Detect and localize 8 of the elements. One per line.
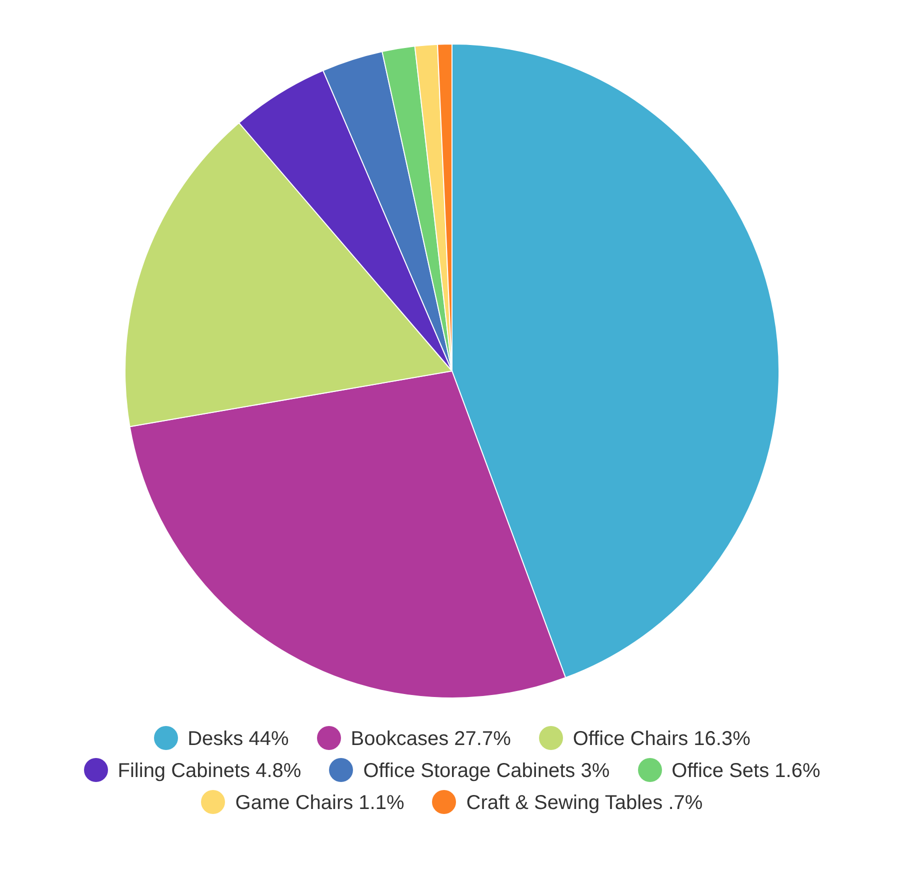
legend-label: Office Chairs 16.3% — [572, 728, 750, 750]
legend-label: Office Sets 1.6% — [672, 760, 820, 782]
legend-label: Filing Cabinets 4.8% — [118, 760, 302, 782]
legend-label: Bookcases 27.7% — [350, 728, 511, 750]
legend-label: Craft & Sewing Tables .7% — [466, 792, 703, 814]
legend-label: Office Storage Cabinets 3% — [363, 760, 610, 782]
legend-label: Game Chairs 1.1% — [235, 792, 404, 814]
legend-label: Desks 44% — [188, 728, 289, 750]
